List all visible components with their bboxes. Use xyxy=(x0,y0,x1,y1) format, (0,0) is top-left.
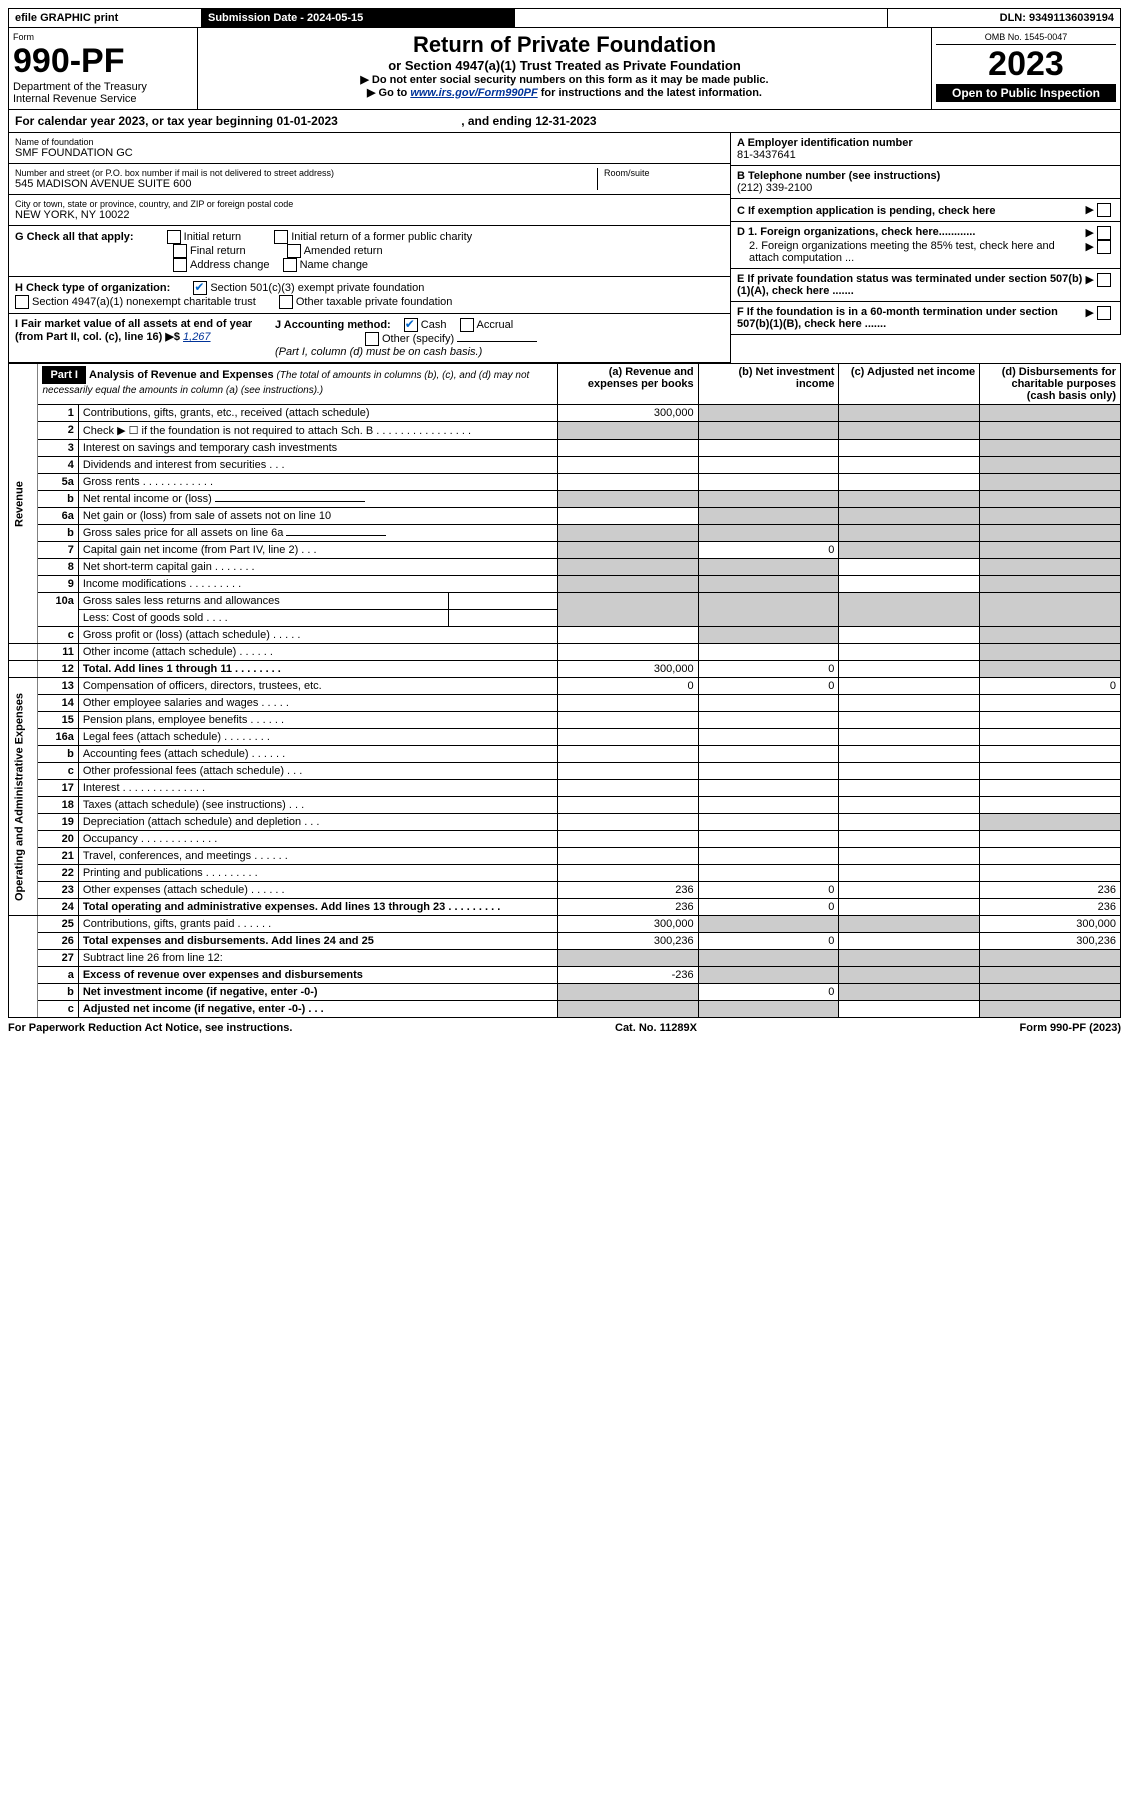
initial-return-checkbox[interactable] xyxy=(167,230,181,244)
other-taxable-checkbox[interactable] xyxy=(279,295,293,309)
top-bar: efile GRAPHIC print Submission Date - 20… xyxy=(8,8,1121,28)
submission-date: Submission Date - 2024-05-15 xyxy=(202,9,515,28)
dept: Department of the Treasury xyxy=(13,81,193,93)
col-b-header: (b) Net investment income xyxy=(698,364,839,405)
foundation-name: SMF FOUNDATION GC xyxy=(15,147,724,159)
final-return-checkbox[interactable] xyxy=(173,244,187,258)
other-method-checkbox[interactable] xyxy=(365,332,379,346)
i-j-section: I Fair market value of all assets at end… xyxy=(8,314,731,363)
omb: OMB No. 1545-0047 xyxy=(936,32,1116,45)
form-title: Return of Private Foundation xyxy=(202,32,927,58)
d2-label: 2. Foreign organizations meeting the 85%… xyxy=(737,240,1085,264)
ein-value: 81-3437641 xyxy=(737,149,796,161)
name-change-checkbox[interactable] xyxy=(283,258,297,272)
city-state-zip: NEW YORK, NY 10022 xyxy=(15,209,724,221)
form-word: Form xyxy=(13,32,193,42)
efile-label[interactable]: efile GRAPHIC print xyxy=(9,9,202,28)
col-a-header: (a) Revenue and expenses per books xyxy=(557,364,698,405)
g-section: G Check all that apply: Initial return I… xyxy=(8,226,731,277)
d1-checkbox[interactable] xyxy=(1097,226,1111,240)
f-label: F If the foundation is in a 60-month ter… xyxy=(737,306,1058,330)
form-header: Form 990-PF Department of the Treasury I… xyxy=(8,28,1121,110)
initial-former-checkbox[interactable] xyxy=(274,230,288,244)
cash-checkbox[interactable] xyxy=(404,318,418,332)
address-change-checkbox[interactable] xyxy=(173,258,187,272)
h-section: H Check type of organization: Section 50… xyxy=(8,277,731,314)
form-footer: Form 990-PF (2023) xyxy=(1020,1022,1121,1034)
page-footer: For Paperwork Reduction Act Notice, see … xyxy=(8,1018,1121,1038)
paperwork-notice: For Paperwork Reduction Act Notice, see … xyxy=(8,1022,292,1034)
c-checkbox[interactable] xyxy=(1097,203,1111,217)
analysis-table: Revenue Part I Analysis of Revenue and E… xyxy=(8,363,1121,1018)
ein-label: A Employer identification number xyxy=(737,137,913,149)
amended-return-checkbox[interactable] xyxy=(287,244,301,258)
501c3-checkbox[interactable] xyxy=(193,281,207,295)
4947-checkbox[interactable] xyxy=(15,295,29,309)
revenue-side-label: Revenue xyxy=(9,364,38,644)
expenses-side-label: Operating and Administrative Expenses xyxy=(9,678,38,916)
city-label: City or town, state or province, country… xyxy=(15,199,724,209)
d1-label: D 1. Foreign organizations, check here..… xyxy=(737,226,975,238)
open-to-public: Open to Public Inspection xyxy=(936,84,1116,102)
col-d-header: (d) Disbursements for charitable purpose… xyxy=(980,364,1121,405)
phone-value: (212) 339-2100 xyxy=(737,182,812,194)
calendar-year-row: For calendar year 2023, or tax year begi… xyxy=(8,110,1121,133)
note-ssn: ▶ Do not enter social security numbers o… xyxy=(202,73,927,86)
e-label: E If private foundation status was termi… xyxy=(737,273,1082,297)
c-label: C If exemption application is pending, c… xyxy=(737,205,996,217)
f-checkbox[interactable] xyxy=(1097,306,1111,320)
form-subtitle: or Section 4947(a)(1) Trust Treated as P… xyxy=(202,58,927,73)
street-address: 545 MADISON AVENUE SUITE 600 xyxy=(15,178,597,190)
irs: Internal Revenue Service xyxy=(13,93,193,105)
i-label: I Fair market value of all assets at end… xyxy=(15,318,252,343)
tax-year: 2023 xyxy=(936,45,1116,84)
fmv-value[interactable]: 1,267 xyxy=(183,331,211,343)
dln: DLN: 93491136039194 xyxy=(888,9,1121,28)
phone-label: B Telephone number (see instructions) xyxy=(737,170,940,182)
e-checkbox[interactable] xyxy=(1097,273,1111,287)
room-label: Room/suite xyxy=(604,168,724,178)
cat-no: Cat. No. 11289X xyxy=(615,1022,697,1034)
name-label: Name of foundation xyxy=(15,137,724,147)
addr-label: Number and street (or P.O. box number if… xyxy=(15,168,597,178)
col-c-header: (c) Adjusted net income xyxy=(839,364,980,405)
form990pf-link[interactable]: www.irs.gov/Form990PF xyxy=(410,87,537,99)
accrual-checkbox[interactable] xyxy=(460,318,474,332)
d2-checkbox[interactable] xyxy=(1097,240,1111,254)
form-number: 990-PF xyxy=(13,42,193,81)
part1-label: Part I xyxy=(42,366,86,384)
note-goto: ▶ Go to www.irs.gov/Form990PF for instru… xyxy=(202,86,927,99)
entity-info: Name of foundation SMF FOUNDATION GC Num… xyxy=(8,133,1121,363)
